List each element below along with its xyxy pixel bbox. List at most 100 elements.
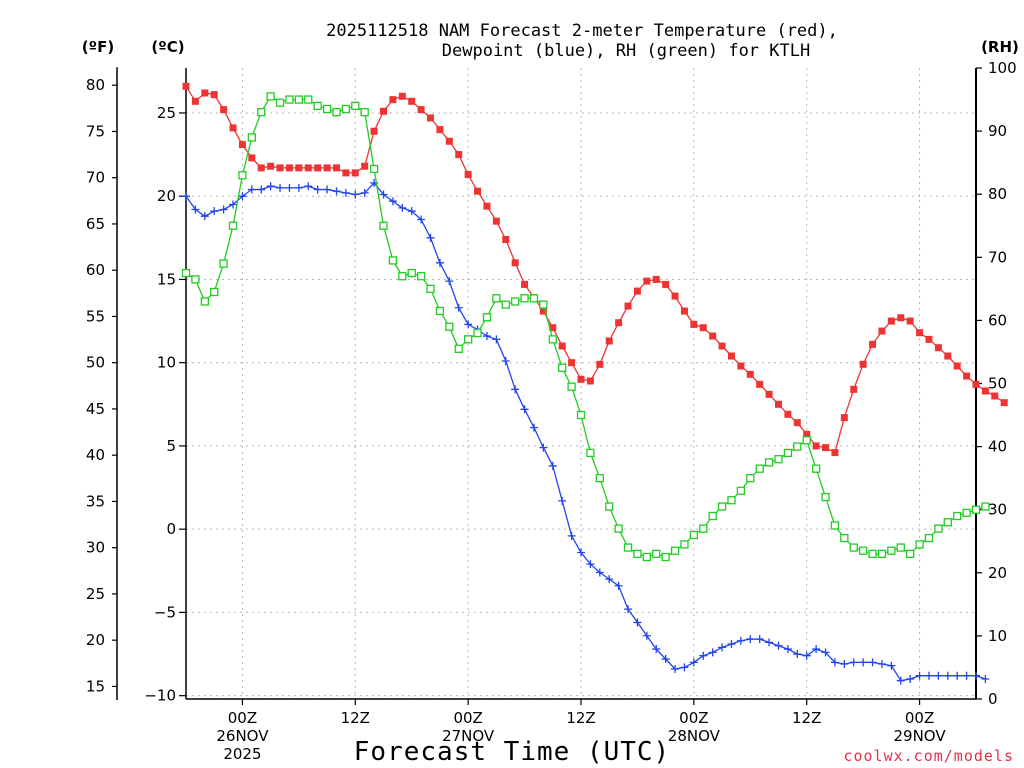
data-point (464, 171, 472, 179)
data-point (897, 314, 905, 322)
data-point (764, 458, 774, 467)
data-point (323, 164, 331, 172)
data-point (963, 372, 971, 380)
data-point (463, 335, 473, 344)
data-point (455, 151, 463, 159)
data-point (690, 320, 698, 328)
data-point (435, 306, 445, 316)
data-point (916, 329, 924, 337)
data-point (717, 502, 727, 511)
data-point (887, 317, 895, 325)
data-point (680, 307, 688, 315)
data-point (727, 352, 735, 360)
data-point (558, 363, 567, 372)
rh-unit-label: (RH) (981, 38, 1019, 56)
rh-tick-label: 80 (988, 185, 1007, 203)
data-point (474, 187, 482, 195)
x-tick-label: 29NOV (894, 727, 947, 745)
chart-title-line-1: 2025112518 NAM Forecast 2-meter Temperat… (326, 21, 838, 41)
data-point (267, 162, 275, 170)
data-point (623, 543, 633, 552)
data-point (200, 212, 209, 221)
data-point (821, 648, 830, 657)
data-point (567, 531, 576, 540)
data-point (351, 101, 360, 111)
data-point (662, 280, 670, 288)
x-tick-label: 00Z (453, 709, 482, 727)
data-point (981, 502, 990, 511)
data-point (548, 461, 557, 470)
data-point (953, 511, 962, 521)
data-point (736, 636, 745, 645)
data-point (783, 645, 792, 654)
data-point (699, 524, 708, 533)
data-point (219, 205, 228, 214)
data-point (840, 533, 849, 543)
data-point (539, 300, 548, 309)
grid-lines (186, 68, 976, 699)
data-point (426, 233, 435, 242)
data-point (775, 400, 782, 408)
data-point (210, 91, 218, 99)
data-point (765, 638, 774, 647)
celsius-tick-label: 20 (157, 187, 176, 205)
data-point (811, 464, 821, 473)
data-point (924, 671, 933, 680)
data-point (322, 104, 332, 114)
data-point (427, 114, 435, 122)
data-point (670, 546, 680, 555)
data-point (257, 185, 266, 194)
rh-tick-label: 10 (988, 627, 1007, 645)
data-point (229, 124, 237, 132)
series-line (185, 85, 1005, 454)
data-point (511, 259, 519, 267)
data-point (351, 190, 360, 199)
data-point (746, 473, 755, 483)
data-point (492, 217, 500, 225)
data-point (596, 360, 604, 368)
data-point (709, 332, 717, 340)
data-point (896, 676, 905, 685)
data-point (718, 342, 726, 350)
data-point (454, 303, 463, 312)
data-point (360, 188, 369, 197)
data-point (416, 272, 426, 281)
data-point (426, 284, 435, 294)
data-point (896, 543, 905, 552)
data-point (191, 97, 199, 105)
data-point (304, 164, 312, 172)
fahrenheit-tick-label: 30 (86, 539, 105, 557)
data-point (502, 235, 510, 243)
celsius-tick-label: −10 (144, 687, 176, 705)
data-series (181, 82, 1008, 685)
data-point (699, 324, 707, 332)
data-point (586, 560, 595, 569)
data-point (294, 95, 304, 104)
data-point (548, 335, 557, 344)
data-point (210, 287, 219, 297)
data-point (388, 197, 397, 206)
data-point (238, 141, 246, 149)
data-point (624, 605, 633, 614)
data-point (708, 648, 717, 657)
data-point (887, 661, 896, 670)
data-point (953, 362, 961, 370)
data-point (680, 663, 689, 672)
data-point (482, 332, 491, 341)
data-point (520, 405, 529, 414)
data-point (285, 164, 293, 172)
data-point (868, 549, 877, 559)
x-axis-label: Forecast Time (UTC) (354, 737, 670, 767)
data-point (877, 660, 886, 669)
data-point (398, 272, 407, 281)
data-point (342, 169, 350, 177)
rh-tick-label: 40 (988, 438, 1007, 456)
fahrenheit-tick-label: 15 (86, 677, 105, 695)
celsius-tick-label: 25 (157, 104, 176, 122)
data-point (539, 443, 548, 452)
data-point (831, 449, 839, 457)
data-point (643, 277, 651, 285)
data-point (210, 207, 219, 216)
data-point (774, 641, 783, 650)
data-point (605, 502, 614, 511)
